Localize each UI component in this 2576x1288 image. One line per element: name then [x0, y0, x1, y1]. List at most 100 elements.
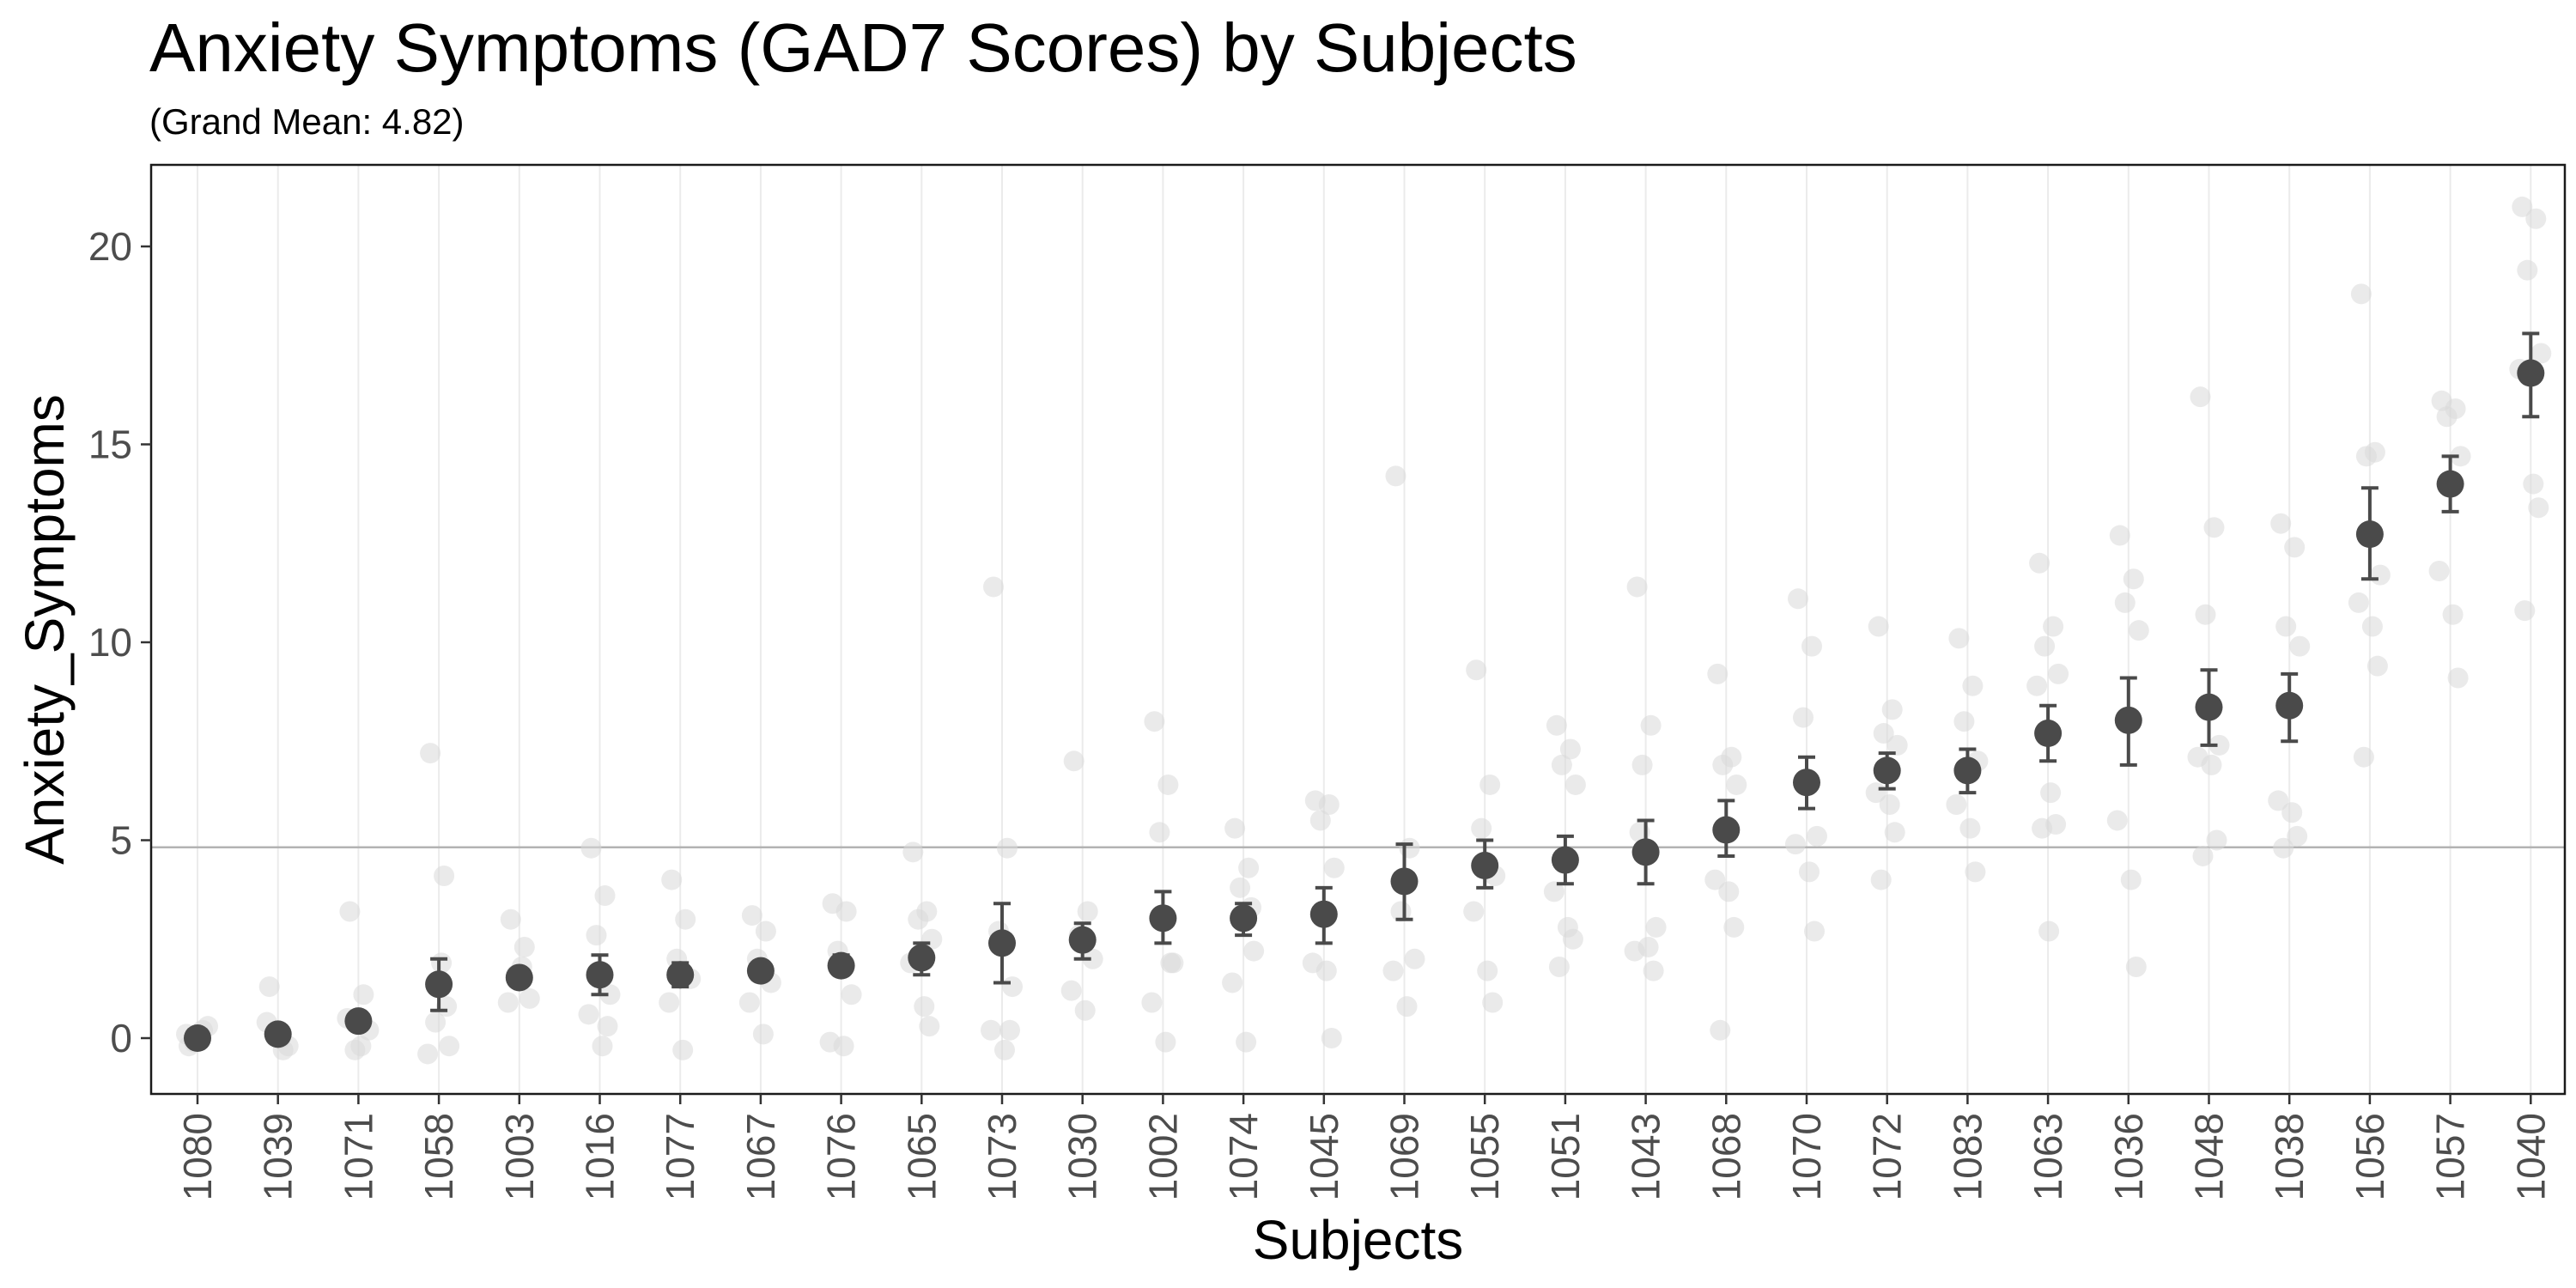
observation-point: [2120, 869, 2142, 890]
observation-point: [1879, 794, 1900, 816]
observation-point: [2530, 343, 2552, 364]
observation-point: [1868, 616, 1889, 637]
observation-point: [752, 1024, 774, 1045]
x-tick-label-1072: 1072: [1865, 1113, 1910, 1200]
mean-point-1077: [666, 961, 695, 989]
observation-point: [1707, 663, 1728, 684]
observation-point: [578, 1004, 599, 1025]
mean-point-1038: [2275, 691, 2304, 720]
observation-point: [1396, 996, 1418, 1018]
x-tick-label-1068: 1068: [1704, 1113, 1748, 1200]
observation-point: [2040, 782, 2062, 804]
x-tick-label-1080: 1080: [175, 1113, 220, 1200]
x-tick-label-1083: 1083: [1945, 1113, 1990, 1200]
y-tick-label-20: 20: [88, 224, 132, 269]
y-axis: 0 5 10 15 20: [88, 224, 151, 1060]
observation-point: [1962, 675, 1984, 696]
observation-point: [2450, 446, 2471, 467]
observation-point: [2350, 283, 2372, 305]
observation-point: [1718, 881, 1740, 902]
observation-point: [997, 837, 1018, 859]
observation-point: [1884, 822, 1905, 843]
mean-point-1039: [264, 1020, 292, 1048]
observations-layer: [176, 196, 2552, 1065]
y-tick-label-15: 15: [88, 422, 132, 467]
x-tick-label-1076: 1076: [819, 1113, 864, 1200]
observation-point: [580, 837, 602, 859]
observation-point: [1881, 699, 1903, 720]
chart-title: Anxiety Symptoms (GAD7 Scores) by Subjec…: [149, 9, 1577, 86]
observation-point: [1236, 1031, 1257, 1053]
observation-point: [2523, 473, 2544, 495]
observation-point: [1886, 734, 1908, 756]
observation-point: [2106, 810, 2128, 831]
observation-point: [2287, 825, 2308, 847]
observation-point: [1060, 980, 1082, 1001]
observation-point: [339, 901, 361, 922]
observation-point: [1082, 948, 1103, 969]
observation-point: [2361, 616, 2383, 637]
observation-point: [2203, 517, 2225, 538]
x-axis-title: Subjects: [1253, 1209, 1463, 1271]
observation-point: [417, 1043, 439, 1065]
x-tick-label-1030: 1030: [1060, 1113, 1105, 1200]
mean-point-1068: [1712, 816, 1741, 844]
observation-point: [2026, 675, 2048, 696]
x-tick-label-1058: 1058: [416, 1113, 461, 1200]
x-tick-label-1045: 1045: [1302, 1113, 1346, 1200]
mean-point-1071: [344, 1007, 373, 1036]
x-tick-label-1063: 1063: [2026, 1113, 2070, 1200]
observation-point: [1551, 754, 1572, 775]
observation-point: [1543, 881, 1564, 902]
observation-point: [599, 984, 621, 1005]
observation-point: [2206, 829, 2227, 851]
x-tick-label-1036: 1036: [2106, 1113, 2151, 1200]
observation-point: [431, 952, 453, 974]
x-tick-label-1002: 1002: [1140, 1113, 1185, 1200]
observation-point: [2428, 561, 2450, 582]
x-tick-label-1065: 1065: [899, 1113, 944, 1200]
observation-point: [2447, 667, 2469, 689]
observation-point: [2043, 616, 2064, 637]
x-tick-label-1056: 1056: [2348, 1113, 2392, 1200]
observation-point: [1637, 936, 1659, 957]
x-tick-label-1070: 1070: [1784, 1113, 1829, 1200]
observation-point: [1466, 659, 1487, 681]
observation-point: [1726, 774, 1747, 795]
observation-point: [914, 996, 935, 1018]
observation-point: [841, 984, 862, 1005]
observation-point: [1948, 628, 1970, 649]
observation-point: [2512, 196, 2533, 217]
x-tick-label-1051: 1051: [1543, 1113, 1588, 1200]
mean-point-1051: [1551, 846, 1579, 874]
observation-point: [1799, 861, 1820, 883]
y-axis-title: Anxiety_Symptoms: [14, 394, 76, 865]
observation-point: [1959, 817, 1981, 839]
observation-point: [519, 987, 540, 1009]
observation-point: [1626, 576, 1648, 598]
observation-point: [1404, 948, 1425, 969]
observation-point: [1157, 774, 1179, 795]
observation-point: [2190, 386, 2211, 408]
observation-point: [1723, 916, 1745, 938]
mean-point-1069: [1390, 867, 1419, 896]
observation-point: [1953, 711, 1975, 732]
observation-point: [1382, 960, 1404, 981]
mean-point-1065: [908, 944, 936, 972]
observation-point: [1704, 869, 1726, 890]
x-tick-label-1067: 1067: [738, 1113, 783, 1200]
x-tick-label-1073: 1073: [980, 1113, 1024, 1200]
observation-point: [1546, 714, 1567, 736]
observation-point: [2289, 635, 2311, 657]
mean-point-1074: [1230, 904, 1258, 933]
mean-point-1063: [2034, 720, 2063, 748]
observation-point: [1788, 588, 1808, 610]
observation-point: [1385, 465, 1406, 487]
means-layer: [184, 359, 2545, 1052]
observation-point: [2436, 406, 2458, 428]
mean-point-1002: [1149, 904, 1177, 933]
observation-point: [425, 1012, 447, 1033]
observation-point: [2284, 537, 2306, 558]
observation-point: [1710, 1019, 1731, 1041]
